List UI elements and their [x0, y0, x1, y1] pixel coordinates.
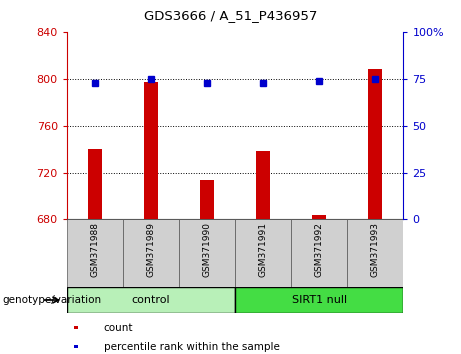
Bar [235, 287, 403, 313]
Text: control: control [132, 295, 170, 305]
Text: percentile rank within the sample: percentile rank within the sample [104, 342, 280, 352]
Bar [123, 219, 179, 287]
Text: GSM371991: GSM371991 [259, 222, 268, 277]
Bar [256, 152, 270, 219]
Text: genotype/variation: genotype/variation [2, 295, 101, 305]
Bar [67, 219, 123, 287]
Text: GDS3666 / A_51_P436957: GDS3666 / A_51_P436957 [144, 9, 317, 22]
Bar [179, 219, 235, 287]
Text: GSM371988: GSM371988 [90, 222, 100, 277]
Bar [88, 149, 102, 219]
Text: count: count [104, 322, 133, 332]
Bar [200, 179, 214, 219]
Text: SIRT1 null: SIRT1 null [292, 295, 347, 305]
Bar [291, 219, 347, 287]
Bar [347, 219, 403, 287]
Bar [368, 69, 382, 219]
Text: GSM371993: GSM371993 [371, 222, 380, 277]
Text: GSM371990: GSM371990 [202, 222, 212, 277]
Bar [74, 346, 78, 348]
Text: GSM371992: GSM371992 [315, 222, 324, 277]
Bar [74, 326, 78, 329]
Text: GSM371989: GSM371989 [147, 222, 155, 277]
Bar [235, 219, 291, 287]
Bar [312, 215, 326, 219]
Bar [144, 82, 158, 219]
Bar [67, 287, 235, 313]
